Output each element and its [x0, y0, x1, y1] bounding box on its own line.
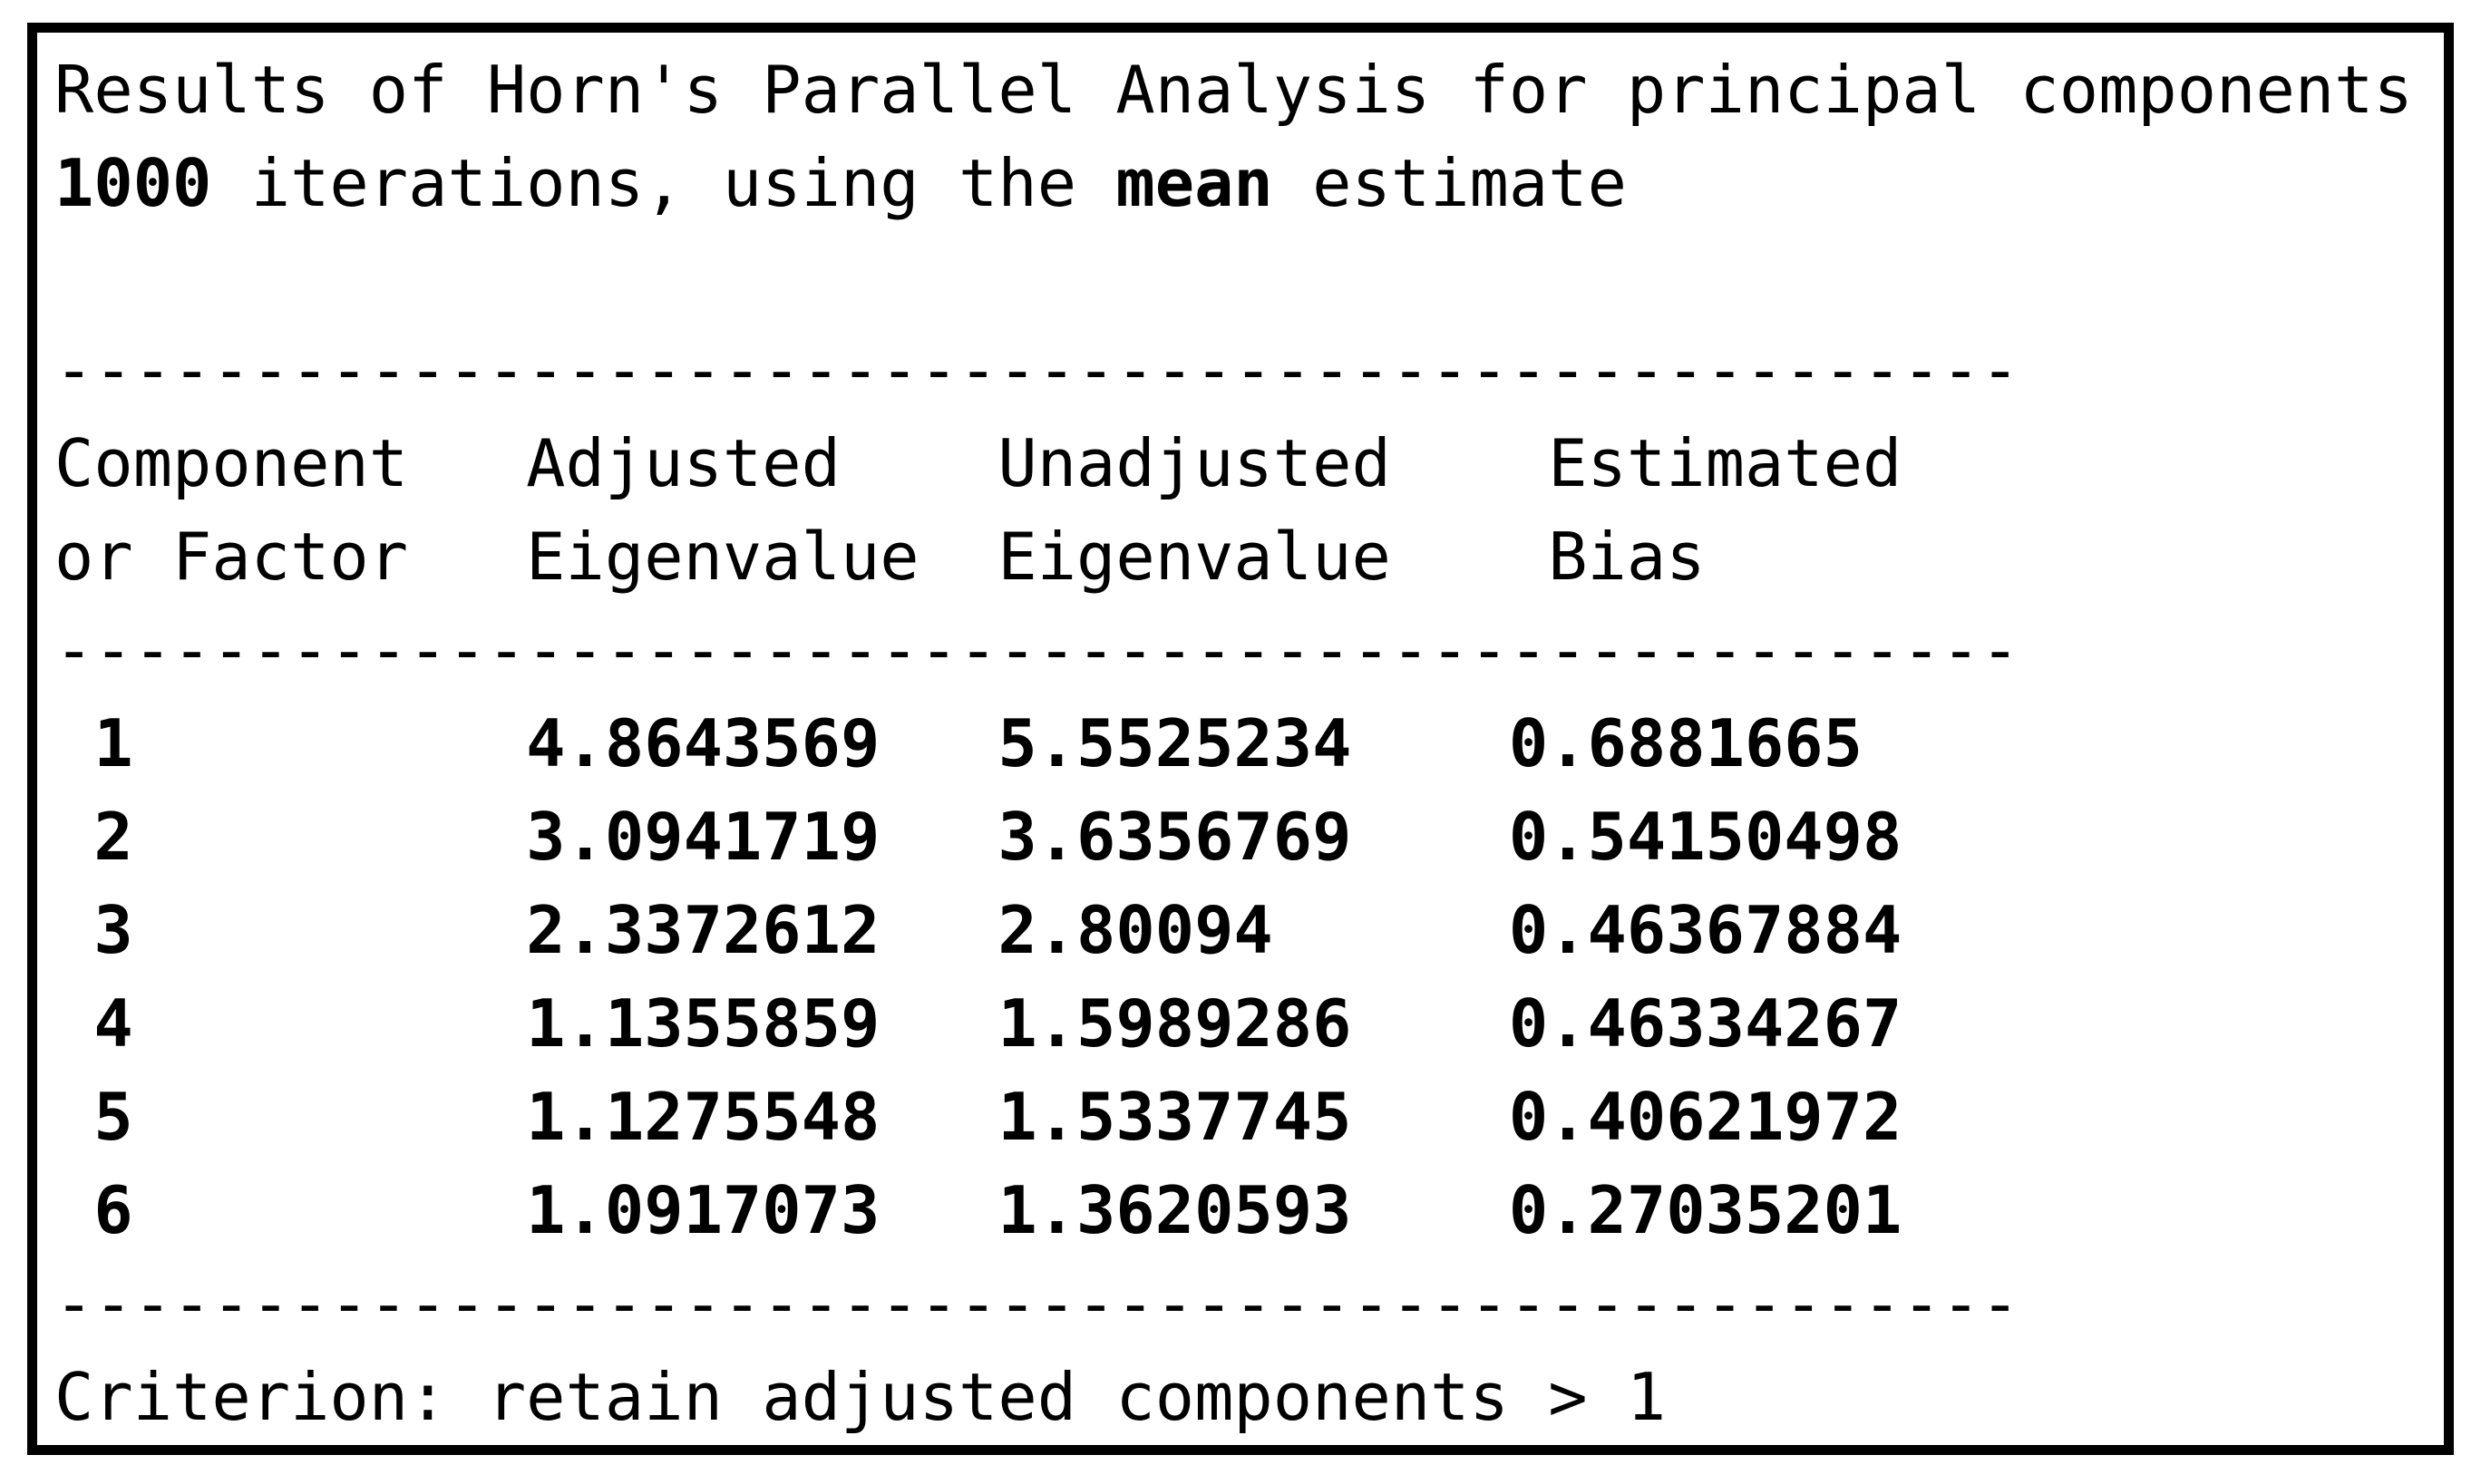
unadjusted-eigenvalue-cell: 5.5525234 — [997, 705, 1352, 781]
component-cell: 1 — [93, 705, 133, 781]
table-header-row-1: Component Adjusted Unadjusted Estimated — [54, 417, 2437, 510]
header-unadjusted: Unadjusted — [997, 425, 1391, 501]
report-title: Results of Horn's Parallel Analysis for … — [54, 52, 2413, 128]
header-adjusted: Adjusted — [526, 425, 841, 501]
table-row: 5 1.1275548 1.5337745 0.40621972 — [54, 1071, 2437, 1164]
unadjusted-eigenvalue-cell: 1.5989286 — [997, 985, 1352, 1062]
adjusted-eigenvalue-cell: 1.1275548 — [526, 1079, 881, 1155]
header-component: Component — [54, 425, 409, 501]
component-cell: 4 — [93, 985, 133, 1062]
estimate-suffix: estimate — [1272, 145, 1627, 221]
header-eigenvalue-unadj: Eigenvalue — [997, 519, 1391, 595]
adjusted-eigenvalue-cell: 4.8643569 — [526, 705, 881, 781]
component-cell: 3 — [93, 892, 133, 968]
unadjusted-eigenvalue-cell: 3.6356769 — [997, 799, 1352, 875]
iteration-count: 1000 — [54, 145, 212, 221]
unadjusted-eigenvalue-cell: 2.80094 — [997, 892, 1273, 968]
blank-line — [54, 230, 2437, 324]
iterations-line: 1000 iterations, using the mean estimate — [54, 137, 2437, 230]
unadjusted-eigenvalue-cell: 1.5337745 — [997, 1079, 1352, 1155]
table-header-row-2: or Factor Eigenvalue Eigenvalue Bias — [54, 510, 2437, 604]
table-row: 1 4.8643569 5.5525234 0.6881665 — [54, 697, 2437, 790]
estimated-bias-cell: 0.54150498 — [1508, 799, 1902, 875]
table-row: 3 2.3372612 2.80094 0.46367884 — [54, 884, 2437, 977]
table-row: 4 1.1355859 1.5989286 0.46334267 — [54, 977, 2437, 1071]
estimate-type: mean — [1115, 145, 1273, 221]
separator-line-bottom: ----------------------------------------… — [54, 1266, 2020, 1342]
estimated-bias-cell: 0.6881665 — [1508, 705, 1863, 781]
separator-line-top: ----------------------------------------… — [54, 332, 2020, 408]
component-cell: 6 — [93, 1172, 133, 1248]
criterion-line: Criterion: retain adjusted components > … — [54, 1359, 1667, 1435]
estimated-bias-cell: 0.46367884 — [1508, 892, 1902, 968]
adjusted-eigenvalue-cell: 2.3372612 — [526, 892, 881, 968]
component-cell: 2 — [93, 799, 133, 875]
header-eigenvalue-adj: Eigenvalue — [526, 519, 919, 595]
estimated-bias-cell: 0.46334267 — [1508, 985, 1902, 1062]
component-cell: 5 — [93, 1079, 133, 1155]
header-or-factor: or Factor — [54, 519, 409, 595]
adjusted-eigenvalue-cell: 1.0917073 — [526, 1172, 881, 1248]
header-bias: Bias — [1548, 519, 1706, 595]
parallel-analysis-report-box: Results of Horn's Parallel Analysis for … — [27, 23, 2454, 1455]
iterations-text: iterations, using the — [211, 145, 1116, 221]
estimated-bias-cell: 0.27035201 — [1508, 1172, 1902, 1248]
header-estimated: Estimated — [1548, 425, 1902, 501]
unadjusted-eigenvalue-cell: 1.3620593 — [997, 1172, 1352, 1248]
table-row: 6 1.0917073 1.3620593 0.27035201 — [54, 1164, 2437, 1257]
adjusted-eigenvalue-cell: 1.1355859 — [526, 985, 881, 1062]
estimated-bias-cell: 0.40621972 — [1508, 1079, 1902, 1155]
separator-line-middle: ----------------------------------------… — [54, 612, 2020, 688]
table-row: 2 3.0941719 3.6356769 0.54150498 — [54, 790, 2437, 884]
adjusted-eigenvalue-cell: 3.0941719 — [526, 799, 881, 875]
